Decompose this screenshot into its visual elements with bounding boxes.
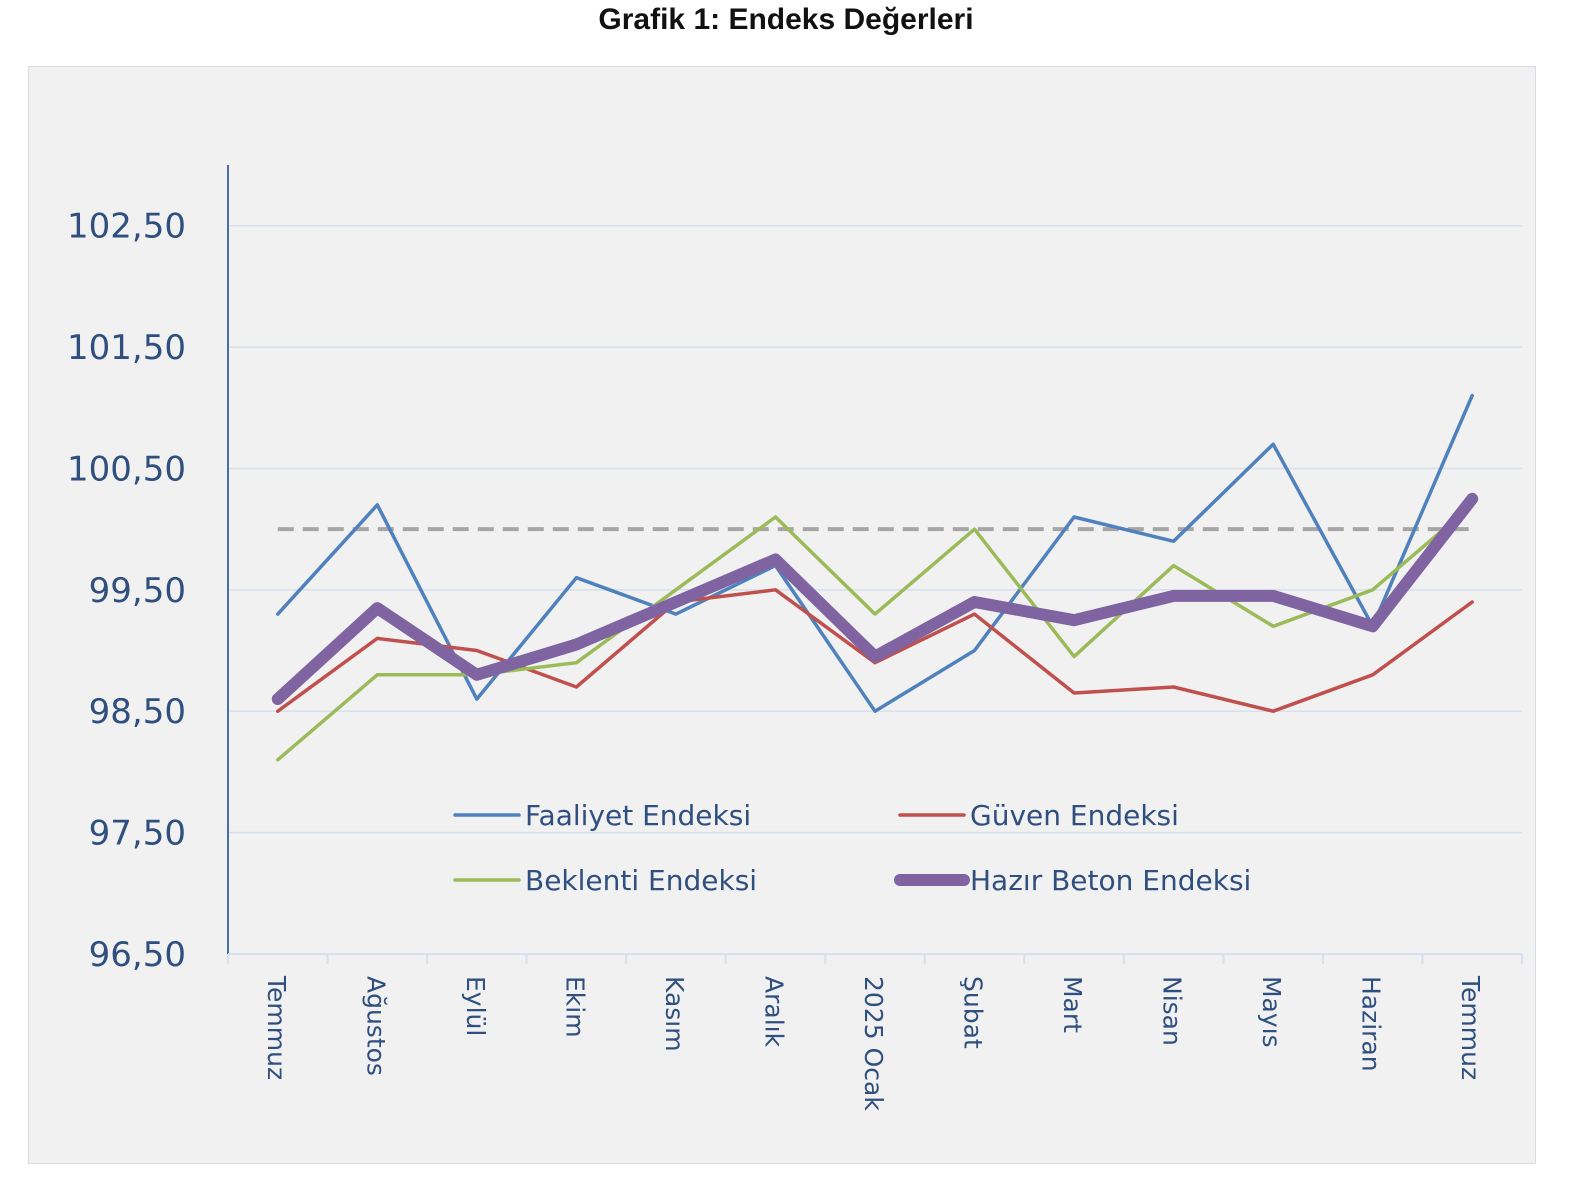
- x-tick-label: Kasım: [660, 976, 689, 1052]
- x-tick-label: Aralık: [759, 976, 788, 1048]
- chart-title: Grafik 1: Endeks Değerleri: [598, 3, 974, 36]
- x-tick-label: 2025 Ocak: [859, 976, 888, 1111]
- x-tick-label: Nisan: [1158, 976, 1187, 1046]
- x-tick-label: Ağustos: [361, 976, 390, 1076]
- series-line-beklenti-endeksi: [276, 503, 1474, 762]
- x-tick-label: Şubat: [959, 976, 988, 1049]
- series-line-faaliyet-endeksi: [276, 393, 1474, 713]
- series-line-guven-endeksi: [276, 588, 1474, 713]
- axes: [227, 165, 1523, 964]
- y-tick-label: 97,50: [89, 814, 186, 854]
- x-tick-label: Eylül: [461, 976, 490, 1036]
- x-tick-label: Temmuz: [262, 975, 291, 1080]
- x-axis-tick-labels: Temmuz Ağustos Eylül Ekim Kasım Aralık 2025 Oc…: [262, 975, 1485, 1111]
- x-tick-label: Temmuz: [1456, 975, 1485, 1080]
- x-tick-label: Haziran: [1357, 976, 1386, 1072]
- series-lines: [271, 393, 1479, 762]
- legend-label: Hazır Beton Endeksi: [970, 864, 1251, 897]
- y-tick-label: 98,50: [89, 692, 186, 732]
- x-tick-label: Ekim: [560, 976, 589, 1038]
- y-tick-label: 99,50: [89, 571, 186, 611]
- y-tick-label: 101,50: [67, 328, 186, 368]
- x-tick-label: Mart: [1058, 976, 1087, 1033]
- y-tick-label: 100,50: [67, 449, 186, 489]
- y-axis-tick-labels: 96,50 97,50 98,50 99,50 100,50 101,50 102,50: [67, 207, 186, 975]
- x-tick-label: Mayıs: [1257, 976, 1286, 1048]
- legend-label: Faaliyet Endeksi: [525, 799, 751, 832]
- y-tick-label: 102,50: [67, 207, 186, 247]
- legend: Faaliyet Endeksi Güven Endeksi Beklenti En…: [453, 799, 1251, 897]
- y-tick-label: 96,50: [89, 935, 186, 975]
- legend-label: Beklenti Endeksi: [525, 864, 757, 897]
- series-line-hazir-beton-endeksi: [271, 492, 1479, 706]
- legend-label: Güven Endeksi: [970, 799, 1179, 832]
